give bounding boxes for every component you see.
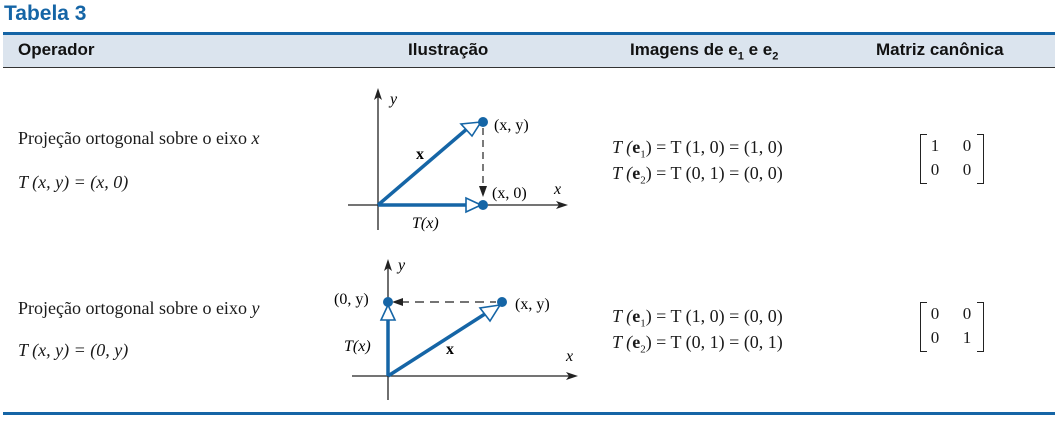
row2-matrix-a12: 0 [962,304,972,323]
top-rule [3,32,1055,35]
row2-point [497,297,507,307]
row1-vector-tx-head [465,196,483,214]
matrix-bracket-right [977,302,984,352]
row2-operator-name: Projeção ortogonal sobre o eixo y [18,298,260,318]
row1-vector-x [376,126,470,207]
row2-y-arrowhead [384,259,392,271]
header-matrix: Matriz canônica [876,40,1004,59]
matrix-bracket-left [920,302,927,352]
header-rule [3,67,1055,68]
row2-image-label: (0, y) [334,291,369,308]
row2-projection-arrowhead [392,298,403,306]
row1-y-arrowhead [374,88,382,100]
row2-vector-x [387,310,489,378]
row2-matrix-a22: 1 [962,328,972,347]
row1-x-arrowhead [556,201,568,209]
row1-matrix-a22: 0 [962,160,972,179]
row2-point-label: (x, y) [515,296,550,313]
row2-vector-label: x [446,341,454,358]
row1-matrix-a21: 0 [930,160,940,179]
row2-matrix-a21: 0 [930,328,940,347]
row1-image-e2: T (e2) = T (0, 1) = (0, 0) [612,163,783,187]
header-images: Imagens de e1 e e2 [630,40,779,63]
row1-point [478,117,488,127]
row1-illustration: y x (x, y) (x, 0) x T(x) [348,88,568,232]
row1-projection-arrowhead [479,186,487,197]
row2-vector-x-head [478,303,502,323]
row1-matrix-a11: 1 [930,136,940,155]
row1-formula: T (x, y) = (x, 0) [18,172,129,192]
header-operator: Operador [18,40,95,59]
bottom-rule [3,412,1055,415]
table-title: Tabela 3 [4,2,87,25]
row1-operator-name: Projeção ortogonal sobre o eixo x [18,128,260,148]
row1-y-label: y [388,91,398,108]
row1-matrix: 1 0 0 0 [920,134,984,184]
matrix-bracket-right [977,134,984,184]
row2-image-e2: T (e2) = T (0, 1) = (0, 1) [612,332,783,356]
row1-x-label: x [553,181,561,198]
header-band [3,35,1055,67]
row1-image-label: (x, 0) [492,185,527,202]
row1-image-vector-label: T(x) [412,215,439,232]
row2-image-point [383,297,393,307]
row2-image-e1: T (e1) = T (1, 0) = (0, 0) [612,306,783,330]
row2-image-vector-label: T(x) [344,338,371,355]
row2-vector-tx-head [379,303,397,321]
row1-image-e1: T (e1) = T (1, 0) = (1, 0) [612,137,783,161]
row1-vector-x-head [459,121,483,138]
row1-vector-label: x [416,146,424,163]
row1-image-point [478,200,488,210]
row1-point-label: (x, y) [494,117,529,134]
row2-x-label: x [565,348,573,365]
row2-illustration: y x (x, y) (0, y) x T(x) [334,257,578,400]
matrix-bracket-left [920,134,927,184]
row2-x-arrowhead [566,372,578,380]
row2-y-label: y [396,257,406,274]
row2-matrix: 0 0 0 1 [920,302,984,352]
row2-matrix-a11: 0 [930,304,940,323]
row1-matrix-a12: 0 [962,136,972,155]
row2-formula: T (x, y) = (0, y) [18,340,129,360]
header-illustration: Ilustração [408,40,489,59]
